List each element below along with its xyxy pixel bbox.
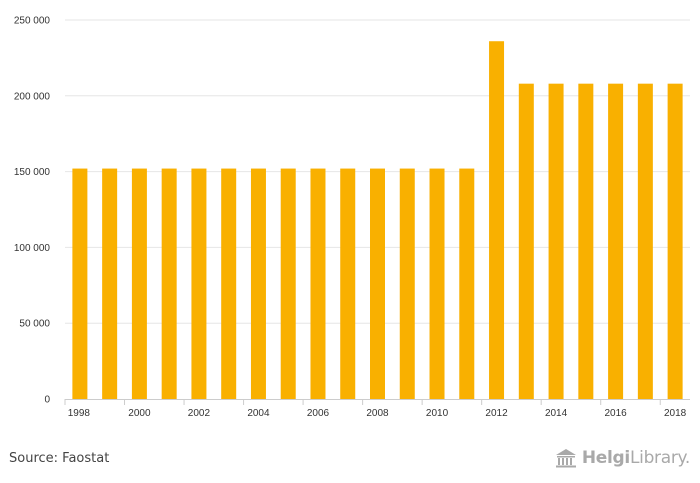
bar (489, 41, 505, 399)
x-tick-label: 2010 (426, 408, 449, 419)
bar (548, 83, 564, 399)
bar (399, 168, 415, 399)
bar (131, 168, 147, 399)
logo-text: HelgiLibrary. (582, 448, 690, 468)
bar-chart: 0 50 000 100 000 150 000 200 000 250 000 1998… (14, 16, 690, 419)
library-building-icon (555, 449, 576, 468)
y-tick-labels: 0 50 000 100 000 150 000 200 000 250 000 (14, 16, 51, 406)
x-tick-label: 1998 (68, 408, 91, 419)
x-tick-labels: 1998 2000 2002 2004 2006 2008 2010 2012 2014 2016… (68, 408, 687, 419)
bar (250, 168, 266, 399)
bar (340, 168, 356, 399)
y-tick-label: 150 000 (14, 167, 51, 178)
bar (459, 168, 475, 399)
x-axis (64, 399, 690, 405)
helgi-library-logo[interactable]: HelgiLibrary. (554, 448, 690, 468)
x-tick-label: 2004 (247, 408, 270, 419)
x-tick-label: 2002 (188, 408, 211, 419)
bar (637, 83, 653, 399)
bar (161, 168, 177, 399)
bar (221, 168, 237, 399)
y-tick-label: 50 000 (19, 319, 50, 330)
bar (370, 168, 385, 399)
bar (667, 83, 683, 399)
x-tick-label: 2016 (604, 408, 627, 419)
logo-text-dot: . (684, 448, 690, 468)
logo-text-light: Library (629, 448, 685, 468)
y-tick-label: 250 000 (14, 16, 51, 27)
x-tick-label: 2014 (545, 408, 568, 419)
x-tick-label: 2008 (366, 408, 389, 419)
x-tick-label: 2000 (128, 408, 151, 419)
bar (102, 168, 118, 399)
y-tick-label: 0 (44, 395, 50, 406)
bar (608, 83, 624, 399)
chart-footer: Source: Faostat HelgiLibrary. (0, 440, 700, 483)
bar (578, 83, 594, 399)
bar (518, 83, 534, 399)
x-tick-label: 2018 (664, 408, 687, 419)
y-tick-label: 100 000 (14, 243, 51, 254)
x-tick-label: 2006 (307, 408, 330, 419)
bar (310, 168, 326, 399)
bar (280, 168, 296, 399)
bar (429, 168, 445, 399)
source-label: Source: Faostat (9, 451, 110, 466)
bar (191, 168, 207, 399)
x-tick-label: 2012 (485, 408, 508, 419)
bars (72, 41, 683, 399)
bar (72, 168, 88, 399)
logo-text-bold: Helgi (581, 448, 630, 468)
y-tick-label: 200 000 (14, 91, 51, 102)
